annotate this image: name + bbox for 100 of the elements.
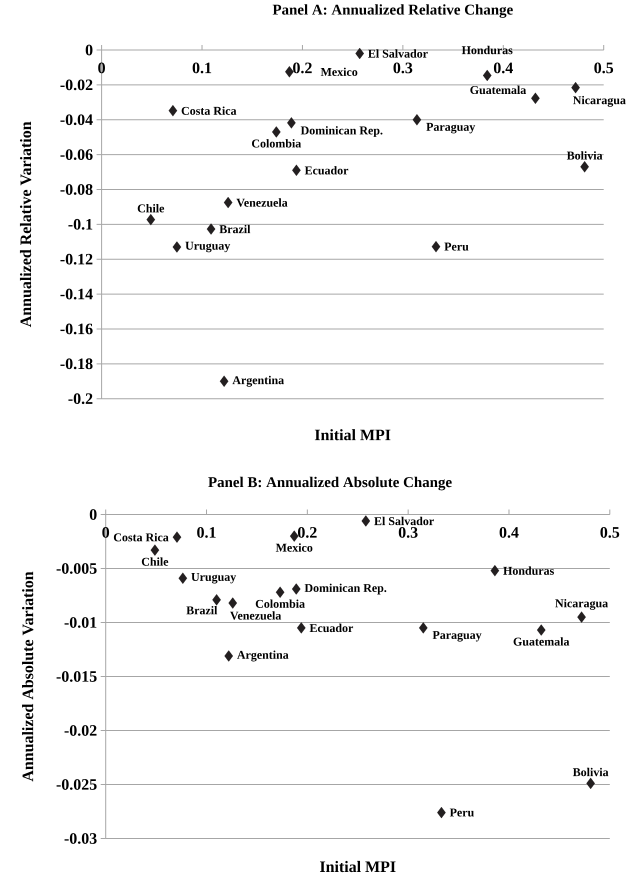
y-tick-label: -0.2 (68, 393, 92, 404)
point (482, 70, 492, 82)
y-tick-label: -0.015 (56, 671, 97, 682)
y-tick-label: -0.12 (60, 254, 92, 265)
annotation: Nicaragua (573, 96, 626, 107)
x-axis-title: Initial MPI (314, 429, 390, 440)
point (586, 778, 595, 790)
x-tick-label: 0.3 (394, 62, 412, 74)
point (168, 104, 178, 116)
point (285, 66, 294, 78)
point (290, 530, 299, 542)
annotation: Guatemala (470, 86, 526, 94)
point (206, 223, 216, 235)
annotation: Mexico (320, 68, 358, 76)
point (412, 114, 422, 126)
x-tick-label: 0 (98, 62, 105, 74)
point (224, 196, 232, 208)
x-tick-label: 0.3 (398, 527, 418, 538)
point (432, 240, 440, 252)
y-tick-label: -0.03 (64, 833, 97, 844)
annotation: Honduras (462, 46, 512, 54)
x-tick-label: 0.5 (600, 527, 620, 538)
x-tick-label: 0 (102, 527, 110, 538)
point (146, 214, 156, 226)
point (437, 806, 446, 818)
annotation: Honduras (503, 566, 554, 575)
annotation: Guatemala (514, 637, 570, 646)
chart-title: Panel A: Annualized Relative Change (272, 4, 513, 18)
annotation: Peru (450, 808, 474, 817)
y-tick-label: -0.02 (64, 725, 96, 736)
y-axis-title: Annualized Relative Variation (20, 122, 32, 328)
annotation: Paraguay (426, 122, 476, 134)
annotation: Uruguay (185, 242, 230, 252)
point (276, 586, 284, 598)
annotation: Peru (444, 242, 468, 251)
y-tick-label: -0.02 (60, 79, 92, 90)
y-tick-label: -0.01 (64, 617, 96, 628)
y-tick-label: -0.08 (60, 184, 93, 195)
annotation: El Salvador (374, 516, 434, 526)
point (172, 531, 182, 543)
annotation: Brazil (186, 606, 218, 614)
y-tick-label: -0.025 (56, 779, 97, 790)
annotation: Ecuador (304, 166, 348, 175)
y-tick-label: -0.18 (60, 358, 93, 370)
annotation: Bolivia (566, 151, 602, 160)
point (361, 515, 370, 527)
y-axis-title: Annualized Absolute Variation (22, 572, 34, 782)
annotation: Nicaragua (555, 598, 608, 610)
point (531, 92, 540, 104)
annotation: Costa Rica (182, 106, 236, 115)
point (577, 611, 586, 623)
annotation: Ecuador (310, 624, 354, 632)
point (418, 622, 428, 634)
x-tick-label: 0.1 (192, 62, 212, 74)
point (150, 544, 160, 556)
y-tick-label: -0.04 (60, 114, 93, 126)
annotation: Paraguay (432, 631, 482, 642)
annotation: El Salvador (368, 49, 428, 58)
annotation: Dominican Rep. (304, 584, 386, 594)
point (228, 597, 238, 609)
point (490, 564, 500, 576)
annotation: Costa Rica (114, 532, 169, 542)
annotation: Venezuela (236, 198, 288, 207)
annotation: Argentina (232, 376, 284, 387)
annotation: Colombia (256, 599, 305, 608)
y-tick-label: -0.005 (56, 563, 97, 574)
x-axis-title: Initial MPI (320, 860, 396, 872)
point (220, 376, 228, 387)
y-tick-label: -0.14 (60, 288, 93, 300)
y-tick-label: -0.06 (60, 149, 93, 160)
x-tick-label: 0.2 (298, 527, 317, 538)
point (292, 583, 301, 595)
annotation: Colombia (252, 139, 302, 148)
point (272, 126, 281, 138)
point (178, 572, 188, 584)
point (296, 622, 306, 634)
annotation: Uruguay (191, 572, 236, 584)
point (580, 161, 589, 173)
annotation: Dominican Rep. (300, 126, 382, 137)
x-tick-label: 0.1 (197, 527, 216, 538)
point (287, 117, 296, 129)
annotation: Brazil (219, 224, 250, 234)
annotation: Chile (138, 204, 164, 212)
annotation: Argentina (237, 650, 289, 662)
point (224, 650, 234, 662)
y-tick-label: 0 (86, 44, 92, 56)
point (355, 48, 364, 60)
y-tick-label: 0 (90, 509, 97, 520)
x-tick-label: 0.2 (293, 62, 312, 74)
point (292, 164, 301, 176)
y-tick-label: -0.1 (68, 218, 92, 230)
annotation: Chile (142, 557, 168, 566)
x-tick-label: 0.5 (594, 62, 614, 74)
y-tick-label: -0.16 (60, 324, 93, 334)
x-tick-label: 0.4 (494, 62, 513, 74)
point (172, 241, 182, 253)
annotation: Venezuela (230, 611, 282, 620)
point (536, 624, 546, 636)
point (212, 594, 221, 606)
chart-title: Panel B: Annualized Absolute Change (208, 476, 452, 490)
